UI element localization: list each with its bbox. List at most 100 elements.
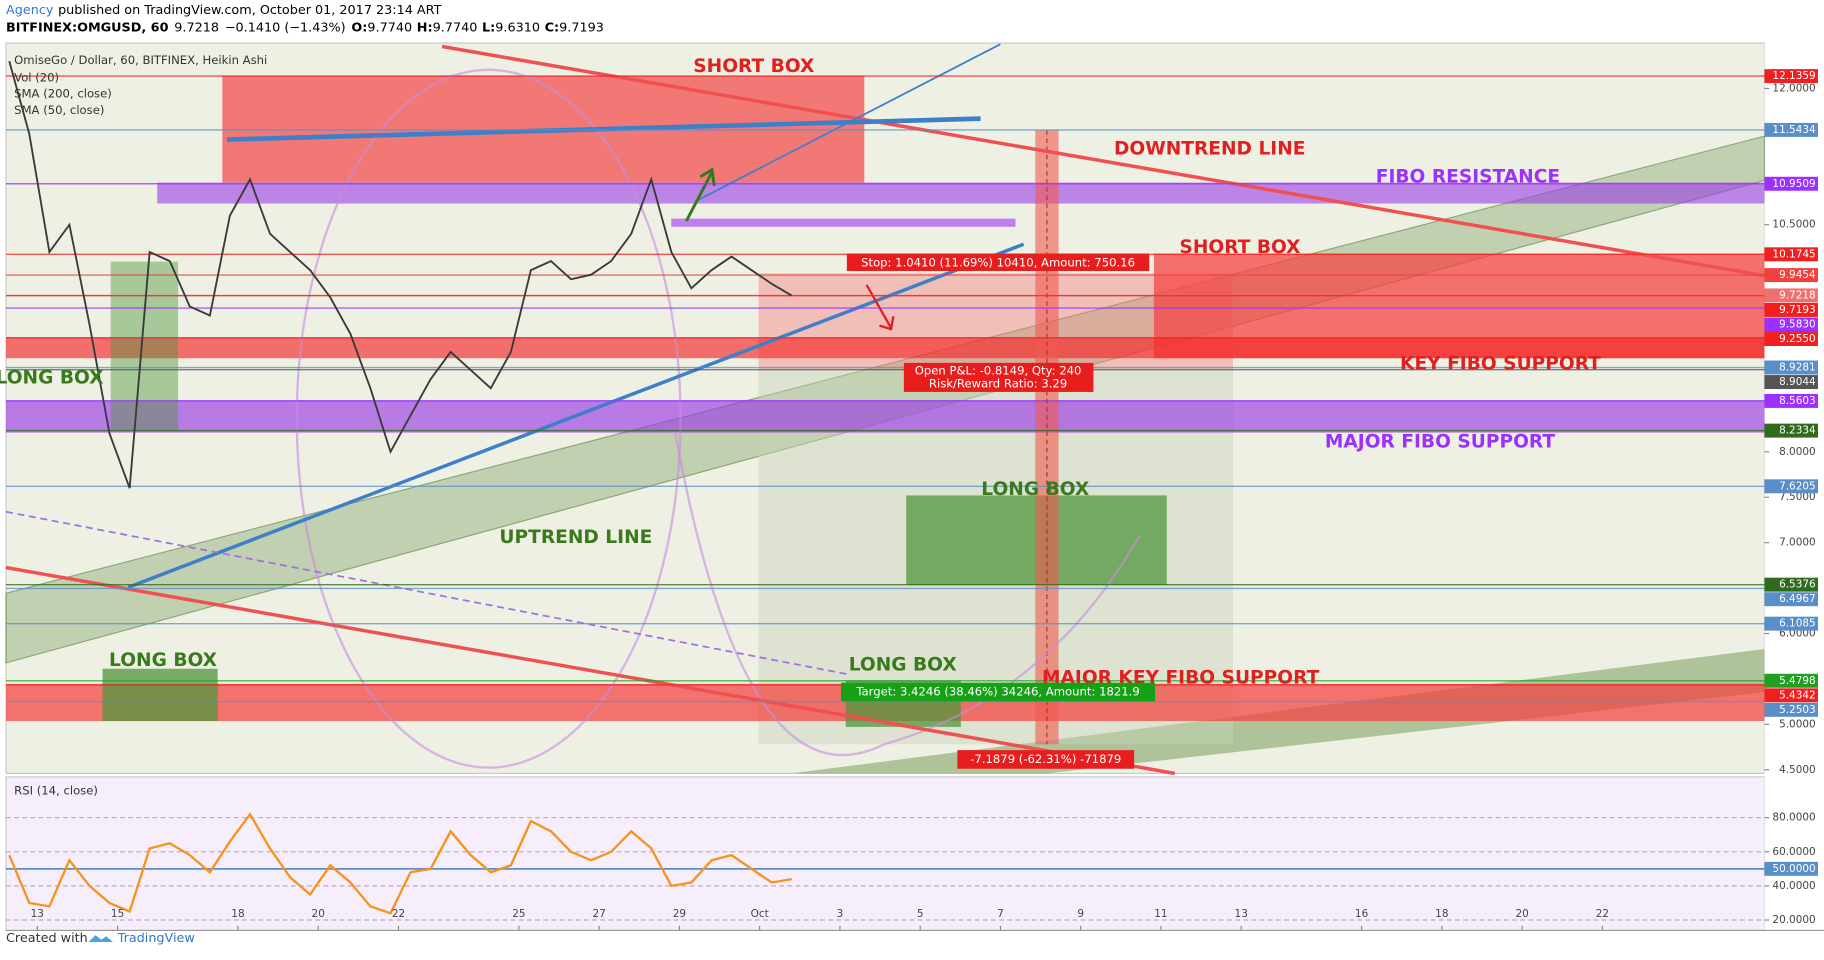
annotation: KEY FIBO SUPPORT (1400, 354, 1601, 375)
price-tag-label: 5.2503 (1779, 704, 1816, 716)
price-tag-label: 12.1359 (1772, 70, 1815, 82)
ohlc-key: C: (545, 20, 560, 35)
published: published on TradingView.com, October 01… (58, 3, 442, 18)
stop-label-bg (846, 253, 1150, 271)
indicator: Vol (20) (14, 70, 59, 84)
downtrend-line (441, 44, 1765, 278)
fibo-band (671, 218, 1016, 227)
drawings (5, 43, 1766, 776)
fibo-band (6, 400, 1765, 433)
price-tag (1764, 288, 1818, 303)
y-tick-label: 60.0000 (1772, 846, 1815, 858)
cycle-arc (673, 430, 1141, 757)
price-tag-label: 9.5830 (1779, 318, 1816, 330)
price-tag (1764, 375, 1818, 390)
annotation: FIBO RESISTANCE (1376, 166, 1560, 187)
x-tick-label: 13 (1235, 908, 1248, 920)
x-tick-label: 18 (231, 908, 244, 920)
series-line (8, 60, 793, 489)
price-tag-label: 10.1745 (1772, 248, 1815, 260)
y-tick-label: 4.5000 (1779, 764, 1816, 776)
x-tick-label: 16 (1355, 908, 1368, 920)
price-tag (1764, 688, 1818, 703)
x-tick-label: 22 (1596, 908, 1609, 920)
y-tick-label: 7.5000 (1779, 491, 1816, 503)
annotation: LONG BOX (109, 650, 217, 671)
ohlc-value: 9.7193 (559, 20, 604, 35)
x-tick-label: 15 (111, 908, 124, 920)
price-tag-label: 6.4967 (1779, 593, 1816, 605)
price-tag (1764, 423, 1818, 438)
y-tick-label: 20.0000 (1772, 914, 1815, 926)
price-tag-label: 9.7193 (1779, 304, 1816, 316)
price-tag-label: 8.5603 (1779, 395, 1816, 407)
x-tick-label: 20 (1515, 908, 1528, 920)
x-tick-label: Oct (751, 908, 769, 920)
price-tag-label: 8.2334 (1779, 425, 1816, 437)
price-tag-label: 9.9454 (1779, 269, 1816, 281)
x-tick-label: 7 (997, 908, 1004, 920)
indicator: SMA (200, close) (14, 87, 112, 101)
stop-label: Stop: 1.0410 (11.69%) 10410, Amount: 750… (861, 255, 1135, 269)
ohlc-value: 9.6310 (495, 20, 540, 35)
annotation: DOWNTREND LINE (1114, 138, 1306, 159)
arrow (685, 167, 716, 222)
ohlc-key: L: (482, 20, 495, 35)
price-tag-label: 6.5376 (1779, 579, 1816, 591)
annotation: SHORT BOX (1179, 237, 1300, 258)
price-tag (1764, 69, 1818, 84)
resistance-line (226, 116, 981, 142)
rr-label: Risk/Reward Ratio: 3.29 (929, 376, 1067, 390)
trend-line (5, 565, 1176, 776)
loss-label: -7.1879 (-62.31%) -71879 (970, 752, 1121, 766)
series (8, 60, 793, 915)
footer-created: Created with (6, 931, 88, 946)
target-label: Target: 3.4246 (38.46%) 34246, Amount: 1… (855, 684, 1139, 698)
annotation: SHORT BOX (693, 56, 814, 77)
symbol: BITFINEX:OMGUSD, 60 (6, 20, 169, 35)
series-line (8, 812, 792, 915)
vertical-zone (1035, 130, 1059, 745)
price-tag-label: 11.5434 (1772, 124, 1816, 136)
price-tag (1764, 577, 1818, 592)
footer-brand[interactable]: TradingView (117, 931, 195, 946)
x-tick-label: 29 (673, 908, 686, 920)
price-tag (1764, 673, 1818, 688)
price-levels (6, 75, 1765, 921)
x-tick-label: 3 (837, 908, 844, 920)
fibo-band (157, 182, 1765, 204)
price-tag-label: 8.9044 (1779, 376, 1816, 388)
annotation: MAJOR FIBO SUPPORT (1325, 431, 1556, 452)
annotation: LONG BOX (849, 655, 957, 676)
price-tag-label: 10.9509 (1772, 178, 1815, 190)
price-tag (1764, 317, 1818, 332)
pnl-label: Open P&L: -0.8149, Qty: 240 (915, 364, 1082, 378)
logo (88, 935, 114, 943)
price-tag (1764, 592, 1818, 607)
last: 9.7218 (174, 20, 219, 35)
x-tick-label: 25 (512, 908, 525, 920)
price-tag-label: 9.2550 (1779, 333, 1816, 345)
price-tag (1764, 360, 1818, 375)
price-tag-label: 7.6205 (1779, 480, 1816, 492)
x-tick-label: 20 (312, 908, 325, 920)
price-tag (1764, 247, 1818, 262)
level-tag (1764, 861, 1818, 876)
long-box (102, 668, 218, 722)
annotation: LONG BOX (981, 479, 1089, 500)
y-tick-label: 5.0000 (1779, 718, 1816, 730)
trend-line (5, 510, 850, 676)
trend-line (697, 43, 1001, 201)
x-tick-label: 5 (917, 908, 924, 920)
annotation: UPTREND LINE (499, 527, 652, 548)
x-tick-label: 27 (592, 908, 605, 920)
cycle-arc (295, 68, 682, 769)
price-tag (1764, 122, 1818, 137)
header-line: Agency published on TradingView.com, Octo… (6, 3, 442, 18)
price-tag (1764, 702, 1818, 717)
loss-label-bg (957, 750, 1135, 769)
price-tag-label: 5.4342 (1779, 689, 1816, 701)
y-tick-label: 10.5000 (1772, 219, 1815, 231)
